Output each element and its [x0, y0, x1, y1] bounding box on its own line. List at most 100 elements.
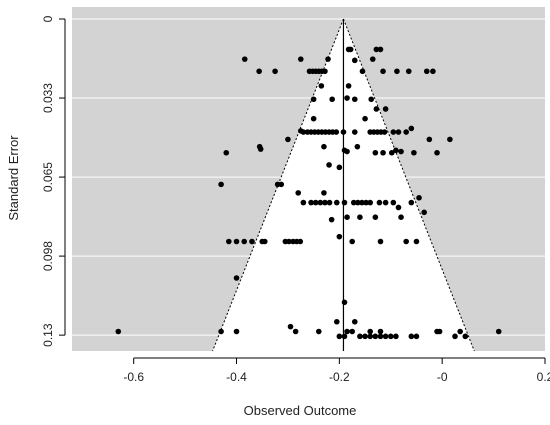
data-point [408, 125, 415, 132]
data-point [344, 95, 350, 101]
data-point [377, 238, 384, 245]
y-tick-label: 0 [41, 15, 55, 22]
data-point [336, 164, 343, 171]
data-point [354, 143, 361, 150]
data-point [345, 83, 352, 89]
data-point [382, 199, 389, 206]
data-point [423, 68, 430, 75]
data-point [326, 162, 332, 168]
data-point [457, 328, 463, 335]
data-point [403, 238, 409, 245]
y-tick-label: 0.098 [41, 241, 55, 271]
data-point [233, 238, 240, 245]
data-point [362, 115, 368, 122]
data-point [369, 56, 376, 62]
data-point [322, 199, 328, 206]
data-point [408, 199, 415, 206]
data-point [367, 333, 373, 340]
data-point [416, 194, 422, 201]
data-point [349, 238, 356, 245]
x-tick-label: -0.4 [226, 370, 247, 384]
x-tick-label: -0 [437, 370, 448, 384]
data-point [382, 106, 389, 112]
data-point [333, 199, 340, 206]
data-point [434, 149, 440, 156]
data-point [249, 238, 255, 245]
data-point [115, 328, 122, 335]
data-point [336, 333, 343, 340]
data-point [344, 328, 350, 335]
data-point [256, 68, 262, 75]
data-point [395, 129, 402, 135]
data-point [394, 68, 400, 75]
data-point [452, 333, 458, 340]
x-axis-title: Observed Outcome [244, 403, 357, 418]
y-tick-label: 0.13 [41, 323, 55, 347]
data-point [359, 199, 365, 206]
data-point [351, 57, 358, 64]
data-point [297, 56, 304, 62]
data-point [430, 68, 436, 75]
data-point [333, 318, 340, 325]
data-point [285, 136, 291, 143]
data-point [344, 214, 350, 220]
data-point [286, 238, 292, 245]
data-point [241, 56, 248, 62]
data-point [390, 129, 397, 135]
data-point [278, 181, 285, 188]
data-point [226, 238, 232, 245]
data-point [350, 199, 357, 206]
data-point [398, 148, 404, 155]
data-point [315, 328, 322, 335]
data-point [393, 147, 399, 154]
x-tick-label: -0.2 [329, 370, 350, 384]
y-tick-label: 0.033 [41, 83, 55, 113]
data-point [387, 333, 394, 340]
data-point [336, 233, 343, 240]
data-point [376, 199, 383, 206]
data-point [287, 323, 294, 330]
data-point [377, 328, 384, 335]
data-point [321, 143, 327, 150]
data-point [403, 129, 409, 135]
data-point [318, 83, 325, 89]
y-axis-title: Standard Error [6, 135, 21, 221]
data-point [395, 204, 402, 211]
data-point [411, 149, 417, 156]
x-tick-label: -0.6 [123, 370, 144, 384]
data-point [380, 149, 386, 156]
data-point [390, 199, 397, 206]
data-point [300, 129, 307, 135]
data-point [241, 238, 248, 245]
data-point [408, 333, 415, 340]
data-point [355, 199, 361, 206]
data-point [368, 96, 375, 103]
data-point [300, 199, 307, 206]
data-point [363, 199, 369, 206]
data-point [261, 238, 268, 245]
data-point [344, 148, 350, 155]
data-point [495, 328, 502, 335]
data-point [372, 214, 379, 220]
data-point [382, 333, 389, 340]
data-point [373, 46, 380, 53]
data-point [329, 96, 335, 103]
data-point [326, 199, 333, 206]
data-point [272, 68, 278, 75]
data-point [233, 328, 240, 335]
data-point [362, 333, 368, 340]
data-point [393, 333, 399, 340]
data-point [351, 129, 358, 135]
data-point [322, 68, 328, 75]
data-point [380, 68, 386, 75]
funnel-left-edge [212, 18, 344, 352]
data-point [325, 56, 331, 62]
data-point [333, 129, 340, 135]
data-point [413, 238, 420, 245]
data-point [357, 333, 363, 340]
data-point [347, 46, 354, 53]
data-point [292, 328, 299, 335]
data-point [295, 190, 302, 196]
data-point [321, 190, 327, 196]
